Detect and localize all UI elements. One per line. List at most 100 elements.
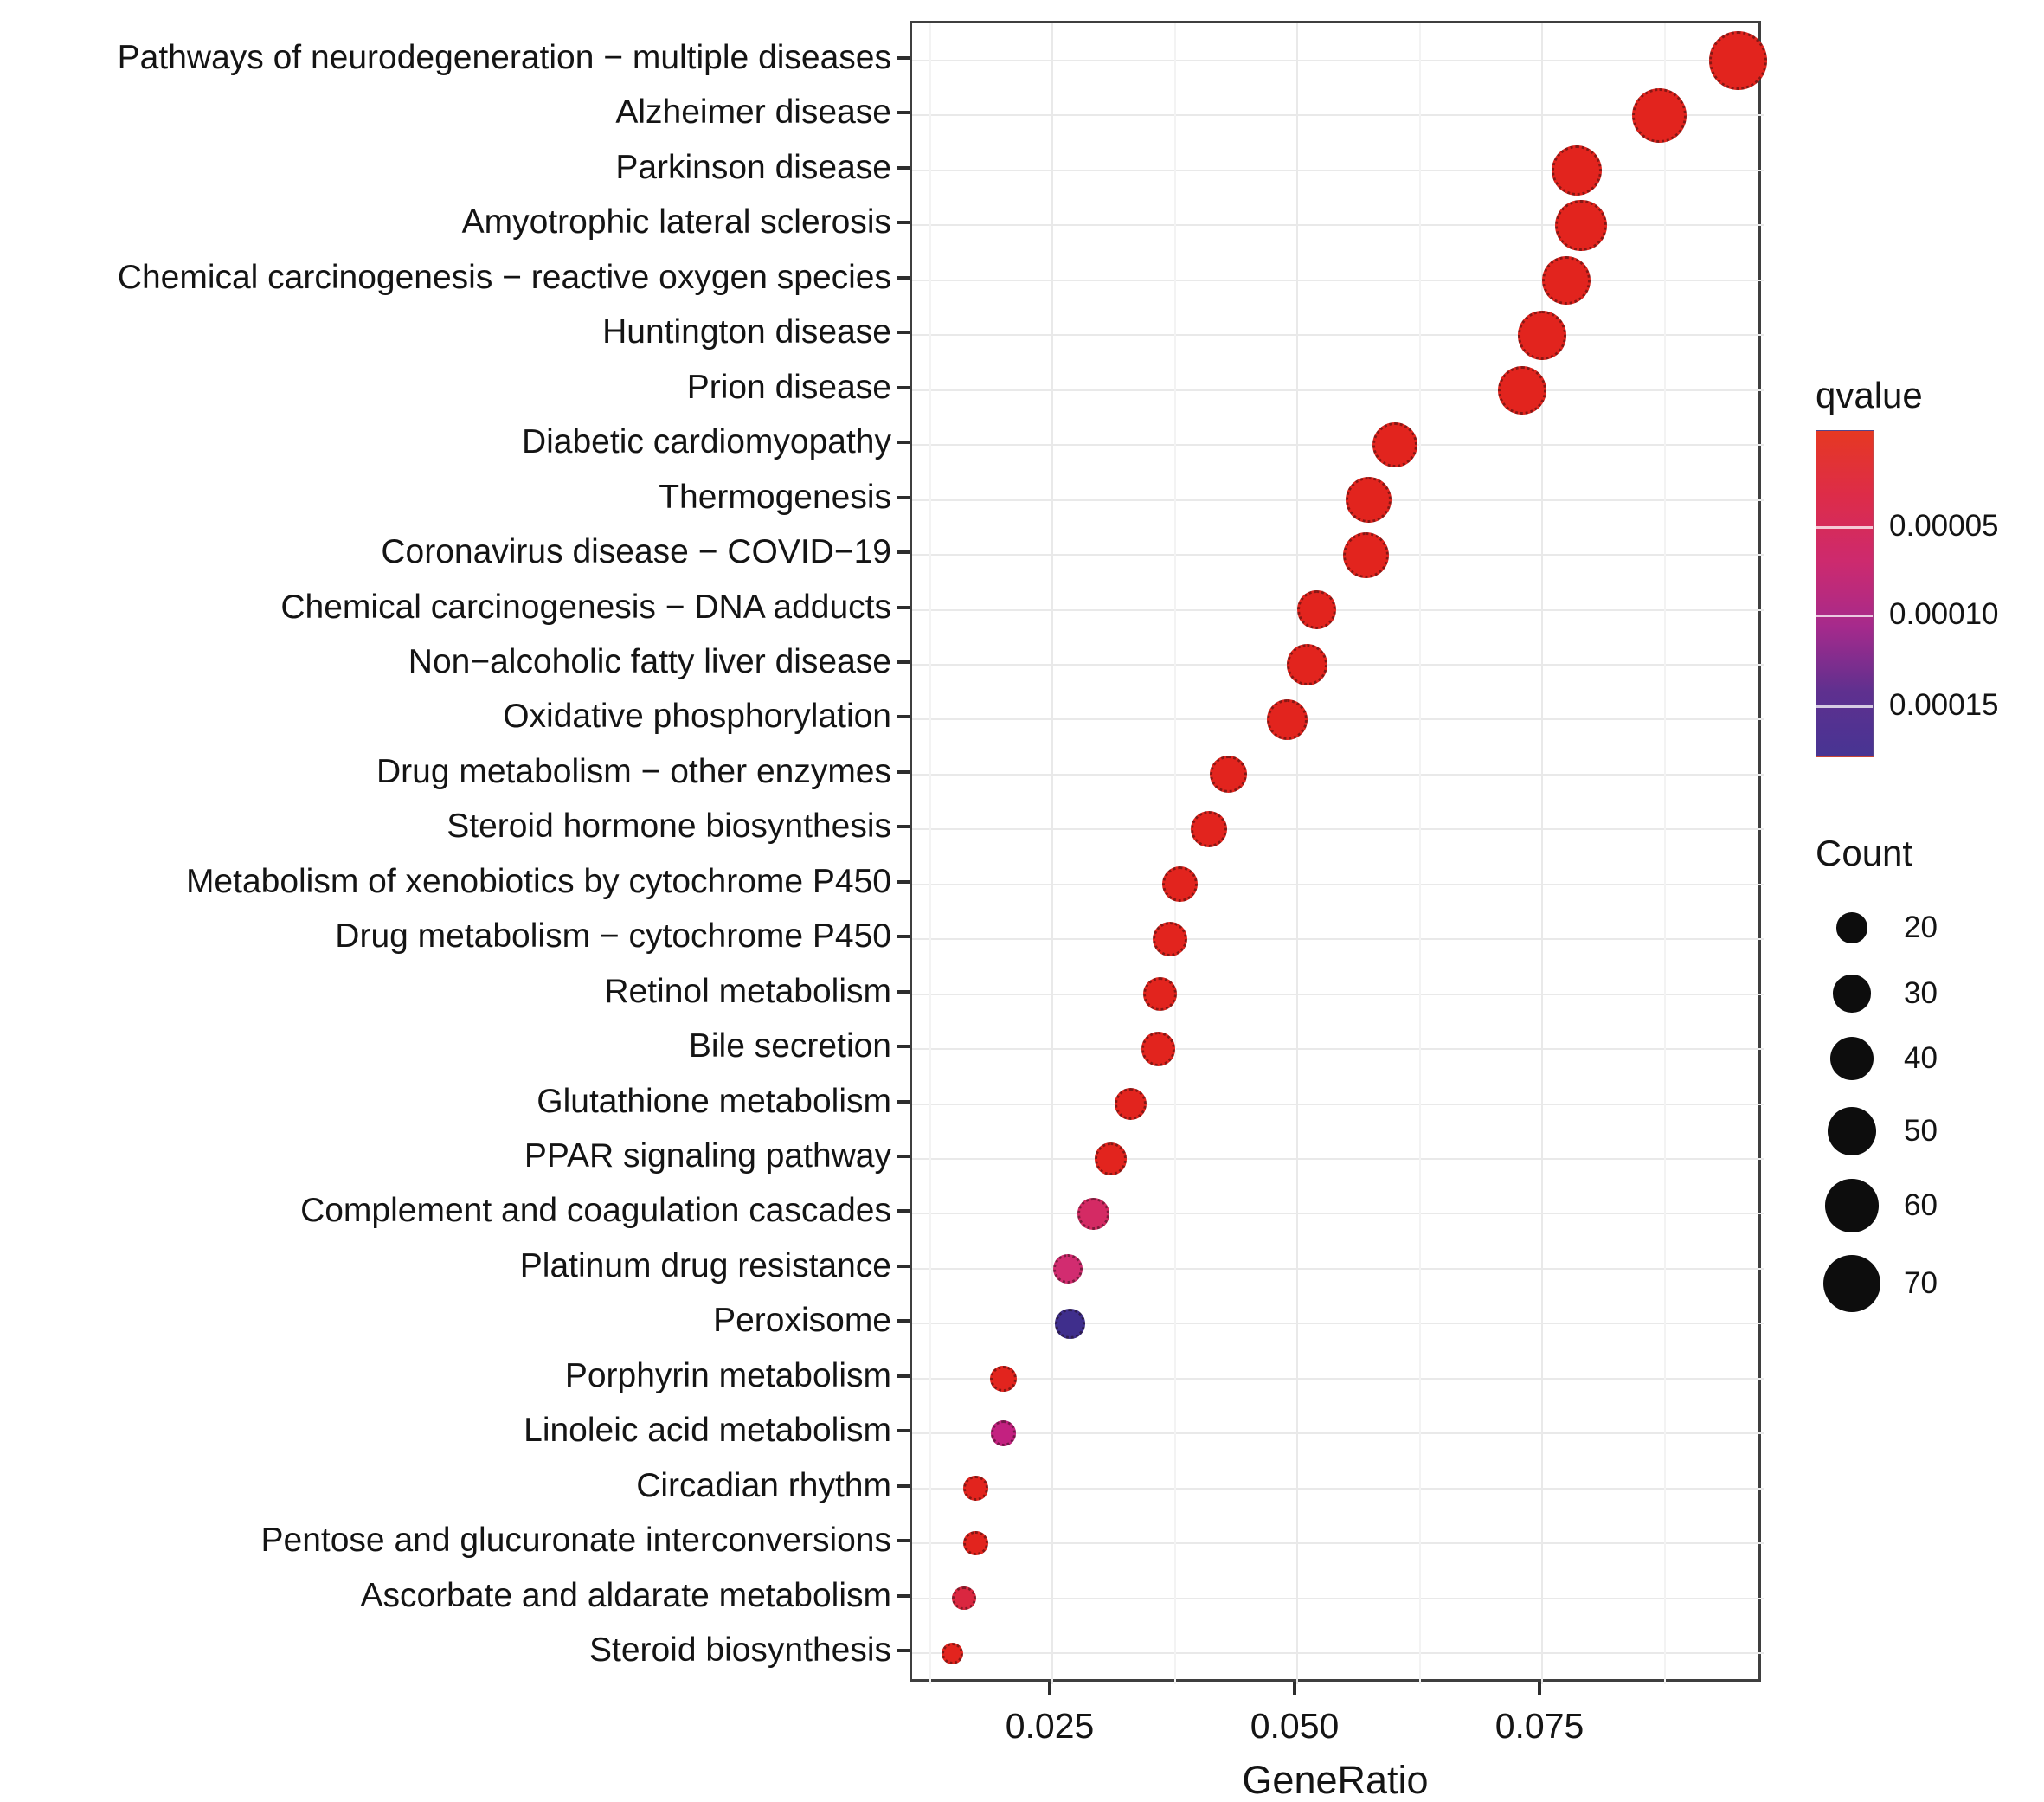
x-axis-tick — [1538, 1682, 1541, 1695]
y-axis-label: Prion disease — [686, 368, 891, 406]
y-axis-label: Chemical carcinogenesis − DNA adducts — [280, 588, 891, 626]
y-axis-tick — [897, 331, 910, 335]
y-axis-label: Amyotrophic lateral sclerosis — [461, 203, 891, 241]
plot-panel — [910, 21, 1767, 1684]
y-axis-tick — [897, 1429, 910, 1433]
horizontal-gridline — [912, 1158, 1764, 1160]
horizontal-gridline — [912, 828, 1764, 831]
count-legend-circle — [1828, 1107, 1876, 1155]
data-point — [990, 1420, 1017, 1447]
y-axis-label: Non−alcoholic fatty liver disease — [408, 642, 891, 680]
y-axis-tick — [897, 1209, 910, 1213]
horizontal-gridline — [912, 1487, 1764, 1490]
y-axis-tick — [897, 1593, 910, 1598]
y-axis-label: Chemical carcinogenesis − reactive oxyge… — [117, 258, 891, 296]
horizontal-gridline — [912, 883, 1764, 885]
y-axis-tick — [897, 1539, 910, 1543]
y-axis-tick — [897, 56, 910, 60]
data-point — [1517, 310, 1567, 360]
horizontal-gridline — [912, 993, 1764, 995]
y-axis-label: Alzheimer disease — [615, 93, 891, 132]
y-axis-label: Metabolism of xenobiotics by cytochrome … — [185, 862, 891, 900]
y-axis-label: Drug metabolism − cytochrome P450 — [335, 917, 891, 956]
data-point — [1372, 422, 1418, 468]
y-axis-label: Steroid hormone biosynthesis — [447, 808, 891, 846]
horizontal-gridline — [912, 608, 1764, 611]
y-axis-tick — [897, 495, 910, 499]
horizontal-gridline — [912, 499, 1764, 501]
data-point — [1632, 87, 1687, 144]
count-legend-label: 70 — [1904, 1266, 1938, 1300]
vertical-minor-gridline — [1663, 23, 1666, 1684]
data-point — [942, 1642, 963, 1664]
y-axis-label: Retinol metabolism — [604, 972, 891, 1010]
count-legend-circle — [1836, 912, 1867, 943]
horizontal-gridline — [912, 334, 1764, 337]
data-point — [1055, 1309, 1085, 1339]
data-point — [1555, 199, 1608, 252]
y-axis-tick — [897, 660, 910, 664]
qvalue-legend-title: qvalue — [1816, 375, 1923, 415]
data-point — [1053, 1254, 1083, 1284]
count-legend-label: 50 — [1904, 1114, 1938, 1148]
x-axis-tick-label: 0.075 — [1494, 1706, 1584, 1746]
y-axis-label: Thermogenesis — [659, 478, 891, 516]
y-axis-label: PPAR signaling pathway — [524, 1137, 891, 1175]
y-axis-label: Porphyrin metabolism — [564, 1356, 891, 1394]
qvalue-colorbar-tick — [1816, 705, 1873, 708]
y-axis-label: Coronavirus disease − COVID−19 — [381, 533, 891, 571]
y-axis-label: Drug metabolism − other enzymes — [376, 752, 891, 790]
qvalue-colorbar-label: 0.00015 — [1889, 687, 1999, 722]
y-axis-label: Pathways of neurodegeneration − multiple… — [117, 39, 891, 76]
data-point — [1346, 477, 1392, 524]
y-axis-tick — [897, 385, 910, 389]
y-axis-tick — [897, 111, 910, 115]
y-axis-label: Linoleic acid metabolism — [524, 1412, 891, 1450]
qvalue-colorbar-label: 0.00010 — [1889, 596, 1999, 631]
qvalue-colorbar-tick — [1816, 614, 1873, 617]
y-axis-label: Ascorbate and aldarate metabolism — [360, 1576, 891, 1614]
horizontal-gridline — [912, 554, 1764, 557]
horizontal-gridline — [912, 1377, 1764, 1380]
horizontal-gridline — [912, 444, 1764, 447]
count-legend-label: 60 — [1904, 1188, 1938, 1222]
data-point — [990, 1365, 1017, 1393]
vertical-major-gridline — [1296, 23, 1298, 1684]
horizontal-gridline — [912, 389, 1764, 391]
y-axis-label: Parkinson disease — [615, 148, 891, 186]
x-axis-tick — [1293, 1682, 1296, 1695]
vertical-minor-gridline — [929, 23, 931, 1684]
qvalue-colorbar-tick — [1816, 525, 1873, 529]
horizontal-gridline — [912, 1323, 1764, 1325]
vertical-major-gridline — [1541, 23, 1543, 1684]
data-point — [1141, 1032, 1175, 1066]
data-point — [963, 1530, 988, 1556]
horizontal-gridline — [912, 169, 1764, 171]
count-legend-circle — [1822, 1254, 1881, 1313]
y-axis-tick — [897, 879, 910, 884]
horizontal-gridline — [912, 663, 1764, 666]
count-legend-label: 20 — [1904, 911, 1938, 944]
y-axis-tick — [897, 1155, 910, 1158]
data-point — [1297, 590, 1336, 629]
y-axis-label: Pentose and glucuronate interconversions — [260, 1522, 891, 1560]
horizontal-gridline — [912, 224, 1764, 227]
y-axis-label: Oxidative phosphorylation — [503, 698, 891, 736]
data-point — [1708, 31, 1767, 90]
data-point — [952, 1586, 976, 1611]
x-axis-tick — [1048, 1682, 1051, 1695]
horizontal-gridline — [912, 1542, 1764, 1545]
y-axis-tick — [897, 769, 910, 774]
data-point — [1498, 365, 1547, 415]
count-legend-label: 40 — [1904, 1041, 1938, 1075]
y-axis-label: Complement and coagulation cascades — [300, 1192, 891, 1230]
horizontal-gridline — [912, 114, 1764, 117]
y-axis-tick — [897, 935, 910, 939]
vertical-minor-gridline — [1173, 23, 1176, 1684]
y-axis-tick — [897, 165, 910, 170]
data-point — [1551, 145, 1602, 196]
count-legend-circle — [1833, 975, 1871, 1013]
count-legend-circle — [1825, 1179, 1879, 1232]
data-point — [1077, 1198, 1109, 1230]
